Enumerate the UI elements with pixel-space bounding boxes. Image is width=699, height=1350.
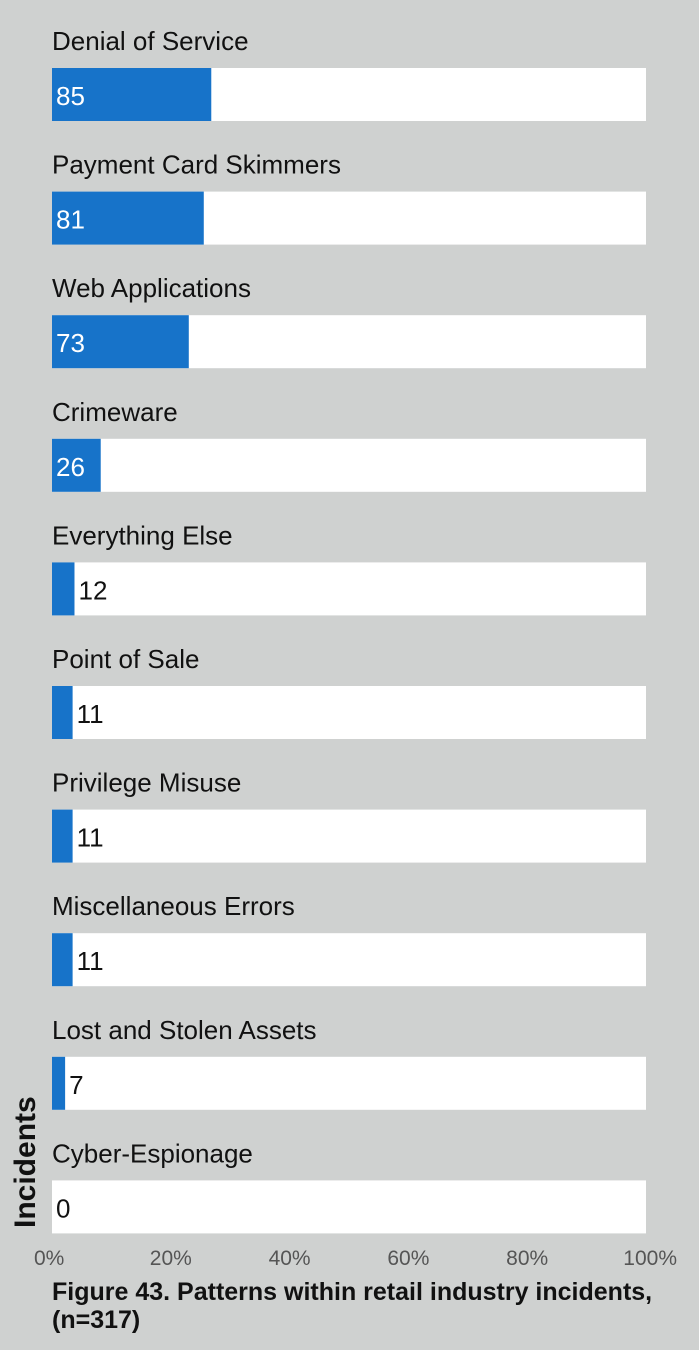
bar-track-everything-else — [52, 562, 646, 616]
bar-track-privilege-misuse — [52, 809, 646, 863]
value-label-cyber-espionage: 0 — [56, 1193, 70, 1223]
bar-track-point-of-sale — [52, 686, 646, 739]
bar-track-lost-and-stolen-assets — [52, 1056, 646, 1110]
value-label-point-of-sale: 11 — [77, 699, 104, 729]
x-tick-label: 0% — [34, 1247, 64, 1270]
category-label-miscellaneous-errors: Miscellaneous Errors — [52, 891, 295, 921]
x-tick-label: 20% — [150, 1247, 192, 1270]
bar-lost-and-stolen-assets — [52, 1056, 66, 1110]
value-label-everything-else: 12 — [78, 575, 107, 605]
bar-miscellaneous-errors — [52, 933, 73, 987]
value-label-miscellaneous-errors: 11 — [77, 946, 104, 976]
value-label-lost-and-stolen-assets: 7 — [69, 1070, 83, 1100]
category-label-lost-and-stolen-assets: Lost and Stolen Assets — [52, 1015, 317, 1045]
bar-track-miscellaneous-errors — [52, 933, 646, 987]
bar-everything-else — [52, 562, 75, 616]
category-label-denial-of-service: Denial of Service — [52, 26, 249, 56]
x-tick-label: 60% — [387, 1247, 429, 1270]
bar-track-crimeware — [52, 438, 646, 492]
x-tick-label: 40% — [269, 1247, 311, 1270]
bar-web-applications — [52, 315, 189, 369]
category-label-cyber-espionage: Cyber-Espionage — [52, 1138, 253, 1168]
bar-privilege-misuse — [52, 809, 73, 863]
x-tick-label: 100% — [623, 1247, 677, 1270]
bar-payment-card-skimmers — [52, 191, 204, 245]
bar-denial-of-service — [52, 68, 212, 121]
category-label-privilege-misuse: Privilege Misuse — [52, 768, 241, 798]
value-label-payment-card-skimmers: 81 — [56, 205, 85, 235]
figure-caption: Figure 43. Patterns within retail indust… — [52, 1278, 653, 1334]
bar-track-cyber-espionage — [52, 1180, 646, 1234]
value-label-privilege-misuse: 11 — [77, 823, 104, 853]
y-axis-label: Incidents — [9, 1096, 42, 1229]
bar-crimeware — [52, 438, 101, 492]
bar-point-of-sale — [52, 686, 73, 739]
value-label-web-applications: 73 — [56, 328, 85, 358]
category-label-web-applications: Web Applications — [52, 273, 251, 303]
category-label-point-of-sale: Point of Sale — [52, 644, 199, 674]
value-label-crimeware: 26 — [56, 452, 85, 482]
category-label-crimeware: Crimeware — [52, 397, 178, 427]
category-label-everything-else: Everything Else — [52, 520, 233, 550]
category-label-payment-card-skimmers: Payment Card Skimmers — [52, 150, 341, 180]
value-label-denial-of-service: 85 — [56, 81, 85, 111]
x-tick-label: 80% — [506, 1247, 548, 1270]
